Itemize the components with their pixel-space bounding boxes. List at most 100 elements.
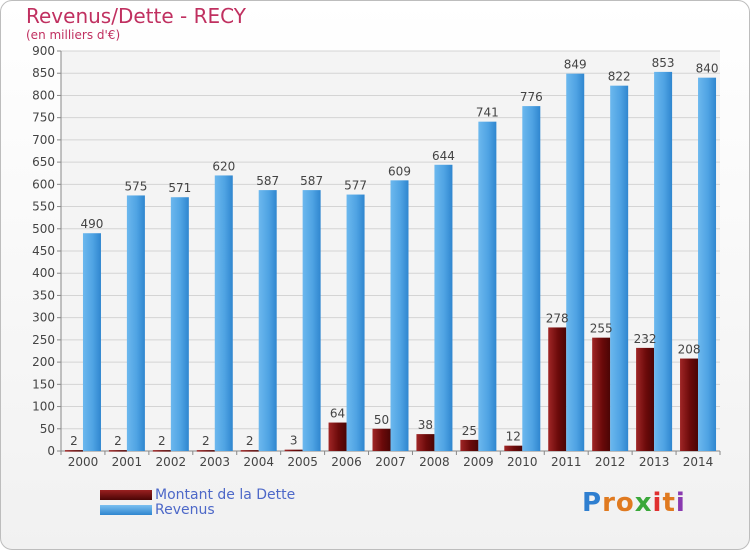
data-label-dette: 2 [114,434,122,448]
y-tick-label: 600 [32,177,55,191]
x-tick-label: 2012 [595,455,626,469]
bar-dette [372,428,391,451]
bar-dette [64,450,83,452]
data-label-dette: 2 [246,434,254,448]
y-tick-label: 500 [32,222,55,236]
y-tick-label: 900 [32,44,55,58]
data-label-dette: 3 [290,434,298,448]
proxiti-logo: Proxiti [582,488,686,518]
data-label-dette: 255 [590,322,613,336]
data-label-dette: 208 [678,343,701,357]
y-tick-label: 200 [32,355,55,369]
x-tick-label: 2009 [463,455,494,469]
data-label-dette: 50 [374,413,389,427]
data-label-revenus: 840 [696,62,719,76]
bar-dette [240,450,259,452]
x-tick-label: 2002 [156,455,187,469]
legend-swatch-revenus [100,505,152,515]
bar-revenus [522,106,541,451]
bar-revenus [302,190,321,451]
legend-label-dette: Montant de la Dette [155,487,296,503]
bar-revenus [654,71,673,451]
data-label-dette: 278 [546,311,569,325]
bar-dette [152,450,171,452]
bar-dette [416,434,435,451]
data-label-revenus: 571 [168,181,191,195]
bar-dette [196,450,215,452]
bar-dette [680,358,699,451]
bar-dette [328,422,347,451]
y-tick-label: 750 [32,111,55,125]
bar-dette [460,439,479,451]
data-label-dette: 232 [634,332,657,346]
x-tick-label: 2005 [287,455,318,469]
bar-revenus [126,195,145,451]
data-label-revenus: 575 [124,179,147,193]
data-label-revenus: 587 [300,174,323,188]
y-tick-label: 300 [32,311,55,325]
y-tick-label: 650 [32,155,55,169]
data-label-revenus: 577 [344,179,367,193]
x-tick-label: 2013 [639,455,670,469]
y-tick-label: 350 [32,288,55,302]
legend-item-revenus: Revenus [100,502,360,518]
y-tick-label: 450 [32,244,55,258]
data-label-dette: 64 [330,407,345,421]
bar-revenus [390,180,409,452]
chart-title: Revenus/Dette - RECY [26,4,246,28]
data-label-revenus: 644 [432,149,455,163]
chart-subtitle: (en milliers d'€) [26,28,121,42]
bar-revenus [478,121,497,452]
x-tick-label: 2014 [683,455,714,469]
data-label-revenus: 741 [476,106,499,120]
bar-revenus [610,85,629,452]
data-label-revenus: 620 [212,159,235,173]
data-label-dette: 12 [506,430,521,444]
legend-item-dette: Montant de la Dette [100,487,360,503]
bar-dette [592,337,611,451]
x-tick-label: 2000 [68,455,99,469]
y-tick-label: 100 [32,400,55,414]
y-tick-label: 0 [47,444,55,458]
bar-revenus [346,194,365,452]
y-tick-label: 400 [32,266,55,280]
bar-revenus [170,197,189,451]
data-label-dette: 2 [158,434,166,448]
x-tick-label: 2006 [331,455,362,469]
bar-dette [504,445,523,451]
x-tick-label: 2003 [199,455,230,469]
data-label-revenus: 587 [256,174,279,188]
bar-revenus [566,73,585,452]
bar-dette [108,450,127,452]
bar-dette [548,327,567,451]
y-tick-label: 50 [40,422,55,436]
data-label-revenus: 609 [388,164,411,178]
y-tick-label: 800 [32,88,55,102]
bar-revenus [214,175,233,451]
data-label-revenus: 849 [564,58,587,72]
x-tick-label: 2010 [507,455,538,469]
data-label-dette: 25 [462,424,477,438]
legend-swatch-dette [100,490,152,500]
bar-revenus [82,233,101,451]
x-tick-label: 2001 [112,455,143,469]
bar-revenus [698,77,717,452]
data-label-dette: 2 [202,434,210,448]
data-label-revenus: 490 [81,217,104,231]
y-tick-label: 700 [32,133,55,147]
legend-label-revenus: Revenus [155,502,215,518]
x-tick-label: 2008 [419,455,450,469]
data-label-dette: 2 [70,434,78,448]
data-label-revenus: 776 [520,90,543,104]
data-label-dette: 38 [418,418,433,432]
bar-revenus [258,190,277,451]
y-tick-label: 850 [32,66,55,80]
x-tick-label: 2007 [375,455,406,469]
x-tick-label: 2004 [243,455,274,469]
x-tick-label: 2011 [551,455,582,469]
y-tick-label: 550 [32,200,55,214]
bar-revenus [434,164,453,451]
y-tick-label: 250 [32,333,55,347]
data-label-revenus: 822 [608,70,631,84]
